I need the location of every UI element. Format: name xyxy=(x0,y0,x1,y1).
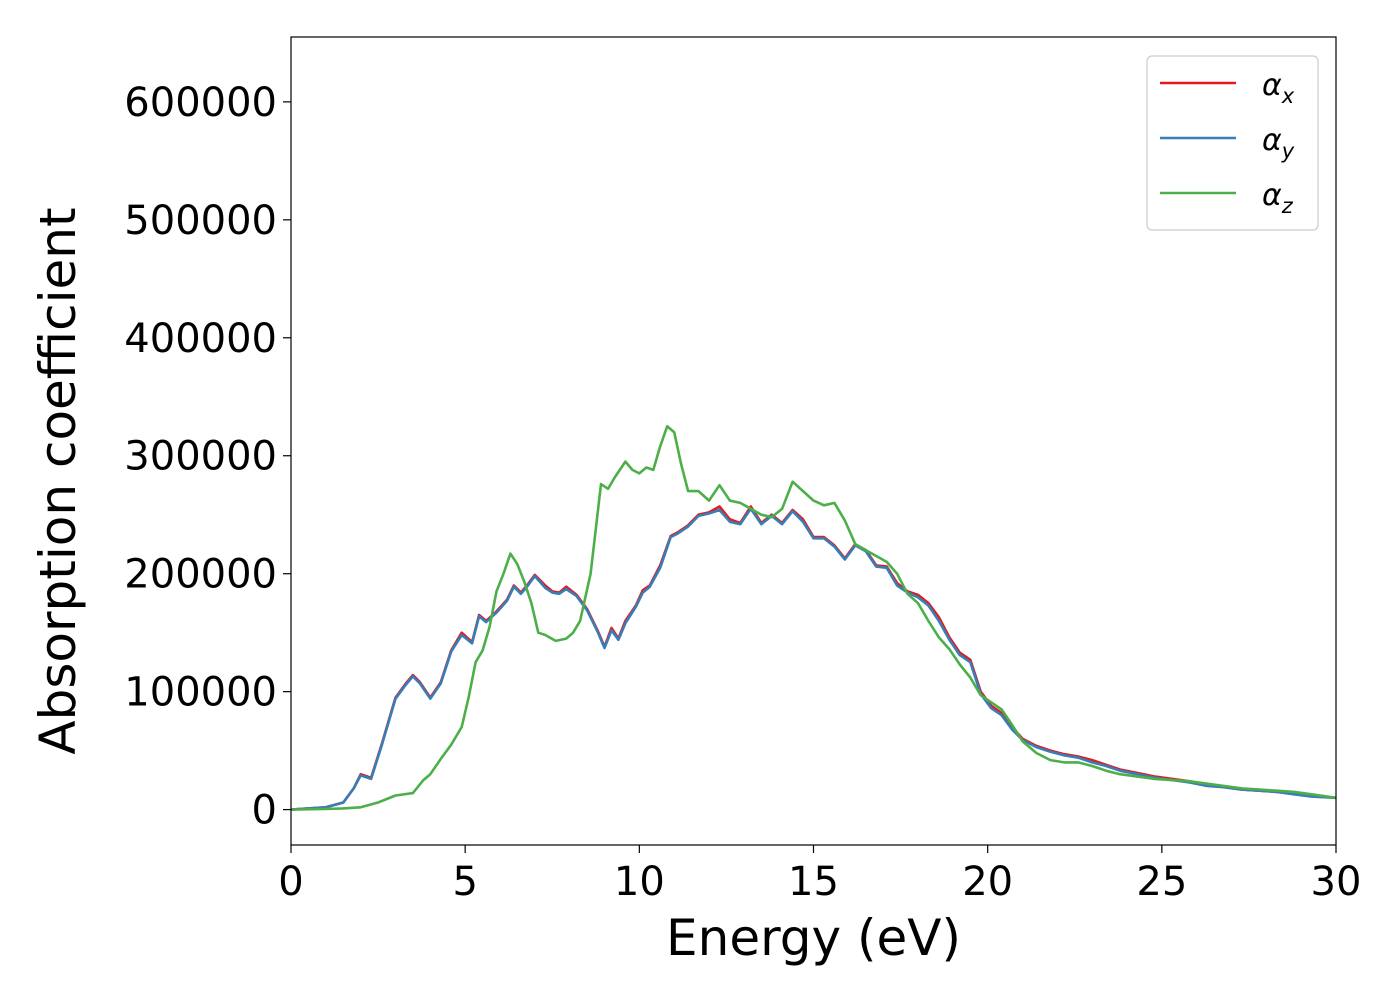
y-axis-title: Absorption coefficient xyxy=(29,207,87,754)
x-tick-label: 0 xyxy=(278,859,303,905)
y-tick-label: 500000 xyxy=(124,198,277,244)
series-layer xyxy=(291,424,1336,811)
y-tick-label: 400000 xyxy=(124,316,277,362)
y-tick-label: 200000 xyxy=(124,552,277,598)
x-axis-ticks: 0 5 10 15 20 25 30 xyxy=(278,845,1361,905)
plot-frame xyxy=(290,36,1337,846)
series-line-y xyxy=(291,507,1336,811)
x-axis-title: Energy (eV) xyxy=(666,909,961,967)
series-line-z xyxy=(291,424,1336,811)
x-tick-label: 20 xyxy=(962,859,1013,905)
y-tick-label: 300000 xyxy=(124,434,277,480)
legend-box xyxy=(1146,55,1319,231)
x-tick-label: 15 xyxy=(788,859,839,905)
y-axis-ticks: 0 100000 200000 300000 400000 500000 600000 xyxy=(124,80,291,834)
y-tick-label: 100000 xyxy=(124,670,277,716)
x-tick-label: 30 xyxy=(1311,859,1362,905)
y-tick-label: 0 xyxy=(252,788,277,834)
x-tick-label: 25 xyxy=(1136,859,1187,905)
y-tick-label: 600000 xyxy=(124,80,277,126)
x-tick-label: 10 xyxy=(614,859,665,905)
x-tick-label: 5 xyxy=(452,859,477,905)
